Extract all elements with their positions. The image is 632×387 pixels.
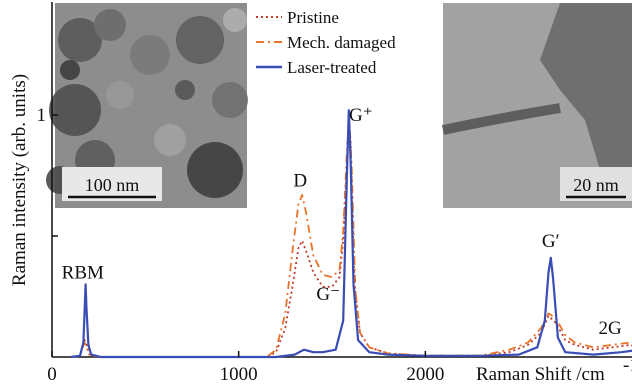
peak-label-2: G⁺ — [349, 105, 373, 126]
legend-label-0: Pristine — [287, 8, 339, 27]
tem-inset-left-scale-label: 100 nm — [85, 175, 140, 195]
series-line-2 — [70, 109, 632, 359]
peak-label-0: RBM — [62, 262, 104, 283]
tem-inset-left: 100 nm — [46, 3, 248, 208]
tem-inset-right-scale-box — [560, 167, 632, 201]
legend-entries: Pristine Mech. damaged Laser-treated — [256, 8, 396, 77]
peak-label-5: 2G — [599, 318, 623, 339]
x-tick-label-0: 0 — [47, 364, 57, 385]
tick-layer: 0 1000 2000 1 — [37, 105, 445, 385]
x-tick-label-2: 2000 — [406, 364, 444, 385]
tem-inset-left-scale-box — [62, 167, 162, 201]
series-layer — [70, 109, 632, 359]
peak-label-1: D — [293, 170, 307, 191]
peak-label-4: G′ — [542, 231, 560, 252]
y-tick-label-1: 1 — [37, 105, 47, 126]
tem-inset-right-nanotube — [441, 103, 561, 135]
tem-inset-right-particle — [540, 3, 632, 190]
legend-background — [250, 3, 440, 107]
legend: Pristine Mech. damaged Laser-treated — [250, 3, 440, 107]
y-axis-label: Raman intensity (arb. units) — [9, 74, 30, 286]
x-axis-label-superscript: -1 — [623, 355, 632, 376]
peak-label-3: G⁻ — [316, 284, 340, 305]
x-axis-label: Raman Shift /cm — [476, 364, 605, 385]
x-tick-label-1: 1000 — [220, 364, 258, 385]
legend-label-1: Mech. damaged — [287, 33, 396, 52]
peak-label-layer: RBM D G⁺ G⁻ G′ 2G — [62, 105, 622, 339]
tem-inset-right-scale-label: 20 nm — [573, 175, 619, 195]
tem-inset-right: 20 nm — [441, 3, 632, 208]
legend-label-2: Laser-treated — [287, 58, 377, 77]
